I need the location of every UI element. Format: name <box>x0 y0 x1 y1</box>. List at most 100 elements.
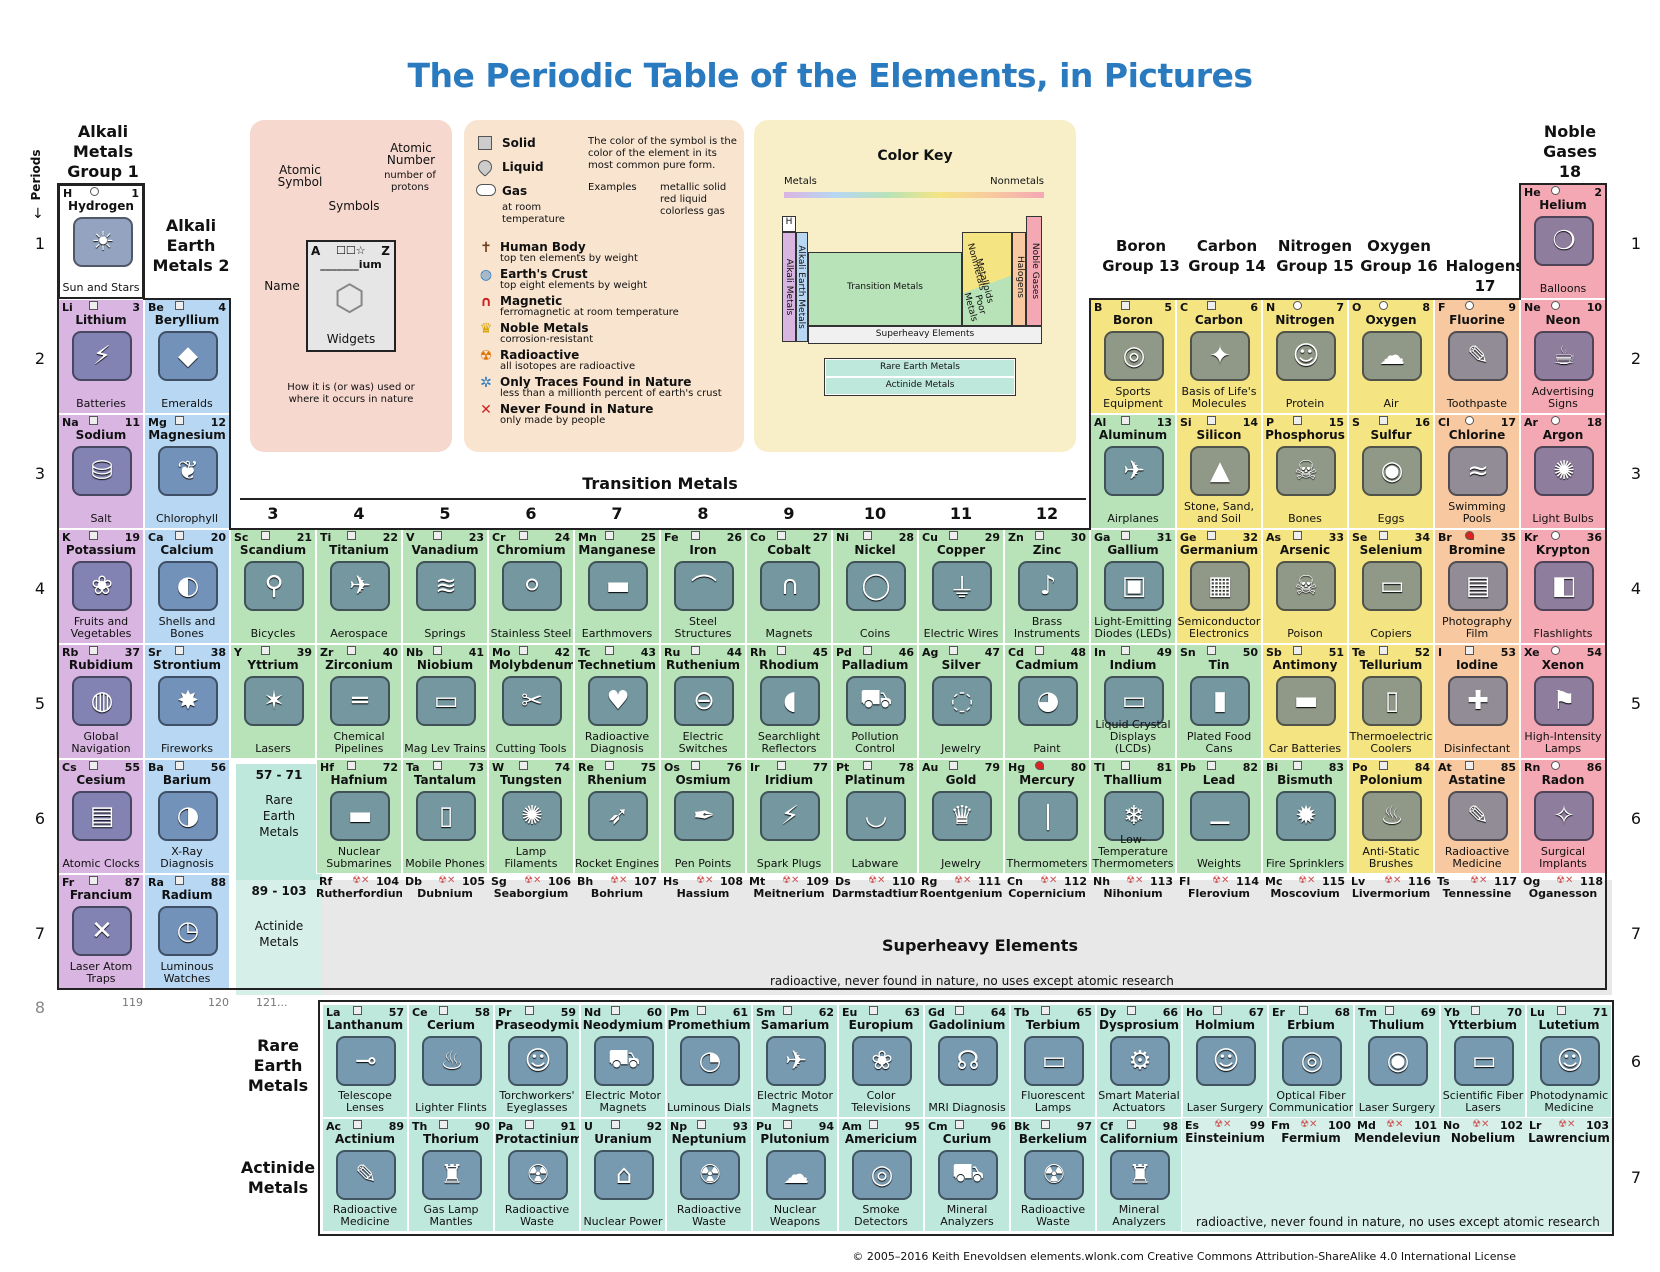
late-actinide-cell[interactable]: No ☢✕ 102 Nobelium <box>1440 1118 1526 1152</box>
element-cell[interactable]: He 2 Helium ❍ Balloons <box>1520 184 1606 299</box>
element-cell[interactable]: Cr 24 Chromium ⚪ Stainless Steel <box>488 529 574 644</box>
element-cell[interactable]: Cs 55 Cesium ▤ Atomic Clocks <box>58 759 144 874</box>
element-cell[interactable]: Hf 72 Hafnium ▬ Nuclear Submarines <box>316 759 402 874</box>
element-cell[interactable]: Au 79 Gold ♛ Jewelry <box>918 759 1004 874</box>
element-cell[interactable]: Eu 63 Europium ❀ Color Televisions <box>838 1004 924 1118</box>
element-cell[interactable]: Pr 59Praseodymium ☺ Torchworkers' Eyeglasse… <box>494 1004 580 1118</box>
element-cell[interactable]: Tb 65 Terbium ▭ Fluorescent Lamps <box>1010 1004 1096 1118</box>
element-cell[interactable]: F 9 Fluorine ✎ Toothpaste <box>1434 299 1520 414</box>
element-cell[interactable]: Nd 60 Neodymium ⛟ Electric Motor Magnets <box>580 1004 666 1118</box>
element-cell[interactable]: Ni 28 Nickel ◯ Coins <box>832 529 918 644</box>
element-cell[interactable]: Ne 10 Neon ☕ Advertising Signs <box>1520 299 1606 414</box>
superheavy-cell[interactable]: Og ☢✕ 118 Oganesson <box>1520 874 1606 906</box>
element-cell[interactable]: Rb 37 Rubidium ◍ Global Navigation <box>58 644 144 759</box>
element-cell[interactable]: K 19 Potassium ❀ Fruits and Vegetables <box>58 529 144 644</box>
element-cell[interactable]: Ac 89 Actinium ✎ Radioactive Medicine <box>322 1118 408 1232</box>
element-cell[interactable]: Rn 86 Radon ✧ Surgical Implants <box>1520 759 1606 874</box>
element-cell[interactable]: Pu 94 Plutonium ☁ Nuclear Weapons <box>752 1118 838 1232</box>
element-cell[interactable]: Pb 82 Lead ⚊ Weights <box>1176 759 1262 874</box>
element-cell[interactable]: Cu 29 Copper ⏚ Electric Wires <box>918 529 1004 644</box>
superheavy-cell[interactable]: Mc ☢✕ 115 Moscovium <box>1262 874 1348 906</box>
superheavy-cell[interactable]: Sg ☢✕ 106 Seaborgium <box>488 874 574 906</box>
late-actinide-cell[interactable]: Lr ☢✕ 103 Lawrencium <box>1526 1118 1612 1152</box>
element-cell[interactable]: Nb 41 Niobium ▭ Mag Lev Trains <box>402 644 488 759</box>
element-cell[interactable]: At 85 Astatine ✎ Radioactive Medicine <box>1434 759 1520 874</box>
element-cell[interactable]: Be 4 Beryllium ◆ Emeralds <box>144 299 230 414</box>
late-actinide-cell[interactable]: Fm ☢✕ 100 Fermium <box>1268 1118 1354 1152</box>
element-cell[interactable]: Re 75 Rhenium ➶ Rocket Engines <box>574 759 660 874</box>
element-cell[interactable]: Cm 96 Curium ⛟ Mineral Analyzers <box>924 1118 1010 1232</box>
superheavy-cell[interactable]: Hs ☢✕ 108 Hassium <box>660 874 746 906</box>
element-cell[interactable]: Sm 62 Samarium ✈ Electric Motor Magnets <box>752 1004 838 1118</box>
element-cell[interactable]: H 1 Hydrogen ☀ Sun and Stars <box>58 184 144 299</box>
element-cell[interactable]: Ga 31 Gallium ▣ Light-Emitting Diodes (LEDs) <box>1090 529 1176 644</box>
late-actinide-cell[interactable]: Es ☢✕ 99 Einsteinium <box>1182 1118 1268 1152</box>
element-cell[interactable]: Np 93 Neptunium ☢ Radioactive Waste <box>666 1118 752 1232</box>
element-cell[interactable]: V 23 Vanadium ≋ Springs <box>402 529 488 644</box>
element-cell[interactable]: Si 14 Silicon ▲ Stone, Sand, and Soil <box>1176 414 1262 529</box>
element-cell[interactable]: Bk 97 Berkelium ☢ Radioactive Waste <box>1010 1118 1096 1232</box>
superheavy-cell[interactable]: Ts ☢✕ 117 Tennessine <box>1434 874 1520 906</box>
element-cell[interactable]: Dy 66 Dysprosium ⚙ Smart Material Actuators <box>1096 1004 1182 1118</box>
element-cell[interactable]: Xe 54 Xenon ⚑ High-Intensity Lamps <box>1520 644 1606 759</box>
element-cell[interactable]: Br 35 Bromine ▤ Photography Film <box>1434 529 1520 644</box>
element-cell[interactable]: Ce 58 Cerium ♨ Lighter Flints <box>408 1004 494 1118</box>
element-cell[interactable]: Ag 47 Silver ◌ Jewelry <box>918 644 1004 759</box>
element-cell[interactable]: Fr 87 Francium ✕ Laser Atom Traps <box>58 874 144 989</box>
element-cell[interactable]: Al 13 Aluminum ✈ Airplanes <box>1090 414 1176 529</box>
element-cell[interactable]: Am 95 Americium ◎ Smoke Detectors <box>838 1118 924 1232</box>
element-cell[interactable]: Ru 44 Ruthenium ⊖ Electric Switches <box>660 644 746 759</box>
element-cell[interactable]: Co 27 Cobalt ∩ Magnets <box>746 529 832 644</box>
superheavy-cell[interactable]: Bh ☢✕ 107 Bohrium <box>574 874 660 906</box>
element-cell[interactable]: Ra 88 Radium ◷ Luminous Watches <box>144 874 230 989</box>
superheavy-cell[interactable]: Fl ☢✕ 114 Flerovium <box>1176 874 1262 906</box>
element-cell[interactable]: Cl 17 Chlorine ≈ Swimming Pools <box>1434 414 1520 529</box>
element-cell[interactable]: Sr 38 Strontium ✸ Fireworks <box>144 644 230 759</box>
element-cell[interactable]: Th 90 Thorium ♜ Gas Lamp Mantles <box>408 1118 494 1232</box>
element-cell[interactable]: Li 3 Lithium ⚡ Batteries <box>58 299 144 414</box>
superheavy-cell[interactable]: Rg ☢✕ 111 Roentgenium <box>918 874 1004 906</box>
element-cell[interactable]: C 6 Carbon ✦ Basis of Life's Molecules <box>1176 299 1262 414</box>
element-cell[interactable]: Tm 69 Thulium ◉ Laser Surgery <box>1354 1004 1440 1118</box>
element-cell[interactable]: Pm 61 Promethium ◔ Luminous Dials <box>666 1004 752 1118</box>
element-cell[interactable]: Hg 80 Mercury ❘ Thermometers <box>1004 759 1090 874</box>
element-cell[interactable]: W 74 Tungsten ✺ Lamp Filaments <box>488 759 574 874</box>
late-actinide-cell[interactable]: Md ☢✕ 101 Mendelevium <box>1354 1118 1440 1152</box>
element-cell[interactable]: Pd 46 Palladium ⛟ Pollution Control <box>832 644 918 759</box>
element-cell[interactable]: Er 68 Erbium ◎ Optical Fiber Communications <box>1268 1004 1354 1118</box>
element-cell[interactable]: Gd 64 Gadolinium ☊ MRI Diagnosis <box>924 1004 1010 1118</box>
element-cell[interactable]: Mn 25 Manganese ▬ Earthmovers <box>574 529 660 644</box>
element-cell[interactable]: Yb 70 Ytterbium ▭ Scientific Fiber Lasers <box>1440 1004 1526 1118</box>
element-cell[interactable]: Ho 67 Holmium ☺ Laser Surgery <box>1182 1004 1268 1118</box>
element-cell[interactable]: Ta 73 Tantalum ▯ Mobile Phones <box>402 759 488 874</box>
element-cell[interactable]: U 92 Uranium ⌂ Nuclear Power <box>580 1118 666 1232</box>
element-cell[interactable]: N 7 Nitrogen ☺ Protein <box>1262 299 1348 414</box>
element-cell[interactable]: Mo 42 Molybdenum ✂ Cutting Tools <box>488 644 574 759</box>
element-cell[interactable]: Tc 43 Technetium ♥ Radioactive Diagnosis <box>574 644 660 759</box>
element-cell[interactable]: Ca 20 Calcium ◐ Shells and Bones <box>144 529 230 644</box>
element-cell[interactable]: O 8 Oxygen ☁ Air <box>1348 299 1434 414</box>
element-cell[interactable]: Sn 50 Tin ▮ Plated Food Cans <box>1176 644 1262 759</box>
element-cell[interactable]: Lu 71 Lutetium ☺ Photodynamic Medicine <box>1526 1004 1612 1118</box>
element-cell[interactable]: Na 11 Sodium ⛁ Salt <box>58 414 144 529</box>
element-cell[interactable]: B 5 Boron ◎ Sports Equipment <box>1090 299 1176 414</box>
element-cell[interactable]: Se 34 Selenium ▭ Copiers <box>1348 529 1434 644</box>
element-cell[interactable]: Kr 36 Krypton ◧ Flashlights <box>1520 529 1606 644</box>
element-cell[interactable]: La 57 Lanthanum ⊸ Telescope Lenses <box>322 1004 408 1118</box>
element-cell[interactable]: Y 39 Yttrium ✶ Lasers <box>230 644 316 759</box>
element-cell[interactable]: Te 52 Tellurium ▯ Thermoelectric Coolers <box>1348 644 1434 759</box>
element-cell[interactable]: Bi 83 Bismuth ✹ Fire Sprinklers <box>1262 759 1348 874</box>
element-cell[interactable]: I 53 Iodine ✚ Disinfectant <box>1434 644 1520 759</box>
element-cell[interactable]: P 15 Phosphorus ☠ Bones <box>1262 414 1348 529</box>
superheavy-cell[interactable]: Ds ☢✕ 110 Darmstadtium <box>832 874 918 906</box>
element-cell[interactable]: Fe 26 Iron ⌒ Steel Structures <box>660 529 746 644</box>
element-cell[interactable]: Ti 22 Titanium ✈ Aerospace <box>316 529 402 644</box>
element-cell[interactable]: Zr 40 Zirconium ═ Chemical Pipelines <box>316 644 402 759</box>
element-cell[interactable]: Tl 81 Thallium ❄ Low-Temperature Thermometer… <box>1090 759 1176 874</box>
element-cell[interactable]: Sc 21 Scandium ⚲ Bicycles <box>230 529 316 644</box>
element-cell[interactable]: Mg 12 Magnesium ❦ Chlorophyll <box>144 414 230 529</box>
element-cell[interactable]: Ge 32 Germanium ▦ Semiconductor Electronics <box>1176 529 1262 644</box>
element-cell[interactable]: Cd 48 Cadmium ◕ Paint <box>1004 644 1090 759</box>
element-cell[interactable]: Ar 18 Argon ✺ Light Bulbs <box>1520 414 1606 529</box>
element-cell[interactable]: Zn 30 Zinc ♪ Brass Instruments <box>1004 529 1090 644</box>
